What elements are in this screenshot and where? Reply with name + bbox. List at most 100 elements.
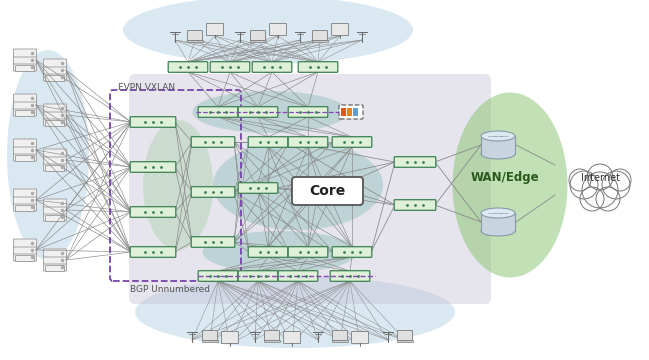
- FancyBboxPatch shape: [14, 94, 36, 102]
- FancyBboxPatch shape: [14, 239, 36, 247]
- Ellipse shape: [481, 208, 515, 218]
- FancyBboxPatch shape: [14, 49, 36, 57]
- FancyBboxPatch shape: [14, 56, 36, 64]
- FancyBboxPatch shape: [14, 153, 36, 161]
- FancyBboxPatch shape: [16, 66, 34, 72]
- FancyBboxPatch shape: [43, 249, 66, 257]
- FancyBboxPatch shape: [332, 330, 347, 341]
- Ellipse shape: [213, 140, 383, 230]
- Bar: [347, 108, 352, 116]
- Text: Core: Core: [309, 184, 345, 198]
- FancyBboxPatch shape: [288, 137, 328, 147]
- FancyBboxPatch shape: [43, 149, 66, 157]
- FancyBboxPatch shape: [394, 200, 435, 210]
- FancyBboxPatch shape: [14, 108, 36, 116]
- FancyBboxPatch shape: [43, 213, 66, 221]
- FancyBboxPatch shape: [191, 187, 235, 197]
- FancyBboxPatch shape: [43, 156, 66, 164]
- FancyBboxPatch shape: [198, 107, 238, 117]
- FancyBboxPatch shape: [14, 246, 36, 254]
- Bar: [341, 108, 346, 116]
- FancyBboxPatch shape: [202, 330, 217, 341]
- Bar: [264, 340, 280, 342]
- FancyBboxPatch shape: [45, 216, 64, 221]
- Ellipse shape: [481, 131, 515, 141]
- FancyBboxPatch shape: [206, 23, 223, 36]
- FancyBboxPatch shape: [43, 199, 66, 207]
- FancyBboxPatch shape: [14, 203, 36, 211]
- FancyBboxPatch shape: [394, 157, 435, 167]
- FancyBboxPatch shape: [288, 247, 328, 257]
- FancyBboxPatch shape: [352, 332, 369, 343]
- FancyBboxPatch shape: [43, 104, 66, 112]
- FancyBboxPatch shape: [43, 263, 66, 271]
- FancyBboxPatch shape: [269, 23, 286, 36]
- FancyBboxPatch shape: [198, 271, 238, 281]
- Circle shape: [602, 171, 630, 199]
- FancyBboxPatch shape: [14, 253, 36, 261]
- FancyBboxPatch shape: [251, 31, 265, 40]
- FancyBboxPatch shape: [45, 166, 64, 171]
- FancyBboxPatch shape: [248, 247, 288, 257]
- FancyBboxPatch shape: [238, 107, 278, 117]
- FancyBboxPatch shape: [292, 177, 363, 205]
- FancyBboxPatch shape: [332, 247, 372, 257]
- Circle shape: [570, 171, 598, 199]
- FancyBboxPatch shape: [16, 111, 34, 117]
- FancyBboxPatch shape: [43, 111, 66, 119]
- FancyBboxPatch shape: [330, 271, 370, 281]
- FancyBboxPatch shape: [130, 117, 176, 127]
- FancyBboxPatch shape: [298, 62, 337, 72]
- FancyBboxPatch shape: [210, 62, 250, 72]
- FancyBboxPatch shape: [238, 271, 278, 281]
- FancyBboxPatch shape: [191, 137, 235, 147]
- Bar: [202, 340, 218, 342]
- Text: EVPN VXLAN: EVPN VXLAN: [118, 84, 175, 93]
- Circle shape: [587, 164, 613, 190]
- FancyBboxPatch shape: [45, 266, 64, 271]
- FancyBboxPatch shape: [130, 247, 176, 257]
- Text: Internet: Internet: [580, 173, 620, 183]
- FancyBboxPatch shape: [14, 189, 36, 197]
- FancyBboxPatch shape: [43, 118, 66, 126]
- FancyBboxPatch shape: [43, 256, 66, 264]
- FancyBboxPatch shape: [397, 330, 413, 341]
- FancyBboxPatch shape: [16, 156, 34, 162]
- Ellipse shape: [202, 231, 358, 273]
- Ellipse shape: [7, 50, 89, 260]
- FancyBboxPatch shape: [43, 206, 66, 214]
- FancyBboxPatch shape: [14, 139, 36, 147]
- FancyBboxPatch shape: [298, 183, 337, 193]
- Ellipse shape: [481, 226, 515, 236]
- FancyBboxPatch shape: [332, 137, 372, 147]
- FancyBboxPatch shape: [16, 206, 34, 211]
- Text: WAN/Edge: WAN/Edge: [471, 171, 539, 184]
- FancyBboxPatch shape: [248, 137, 288, 147]
- FancyBboxPatch shape: [332, 23, 349, 36]
- Circle shape: [582, 172, 618, 208]
- FancyBboxPatch shape: [278, 271, 318, 281]
- FancyBboxPatch shape: [313, 31, 328, 40]
- Bar: [397, 340, 413, 342]
- Ellipse shape: [123, 0, 413, 64]
- Circle shape: [580, 187, 604, 211]
- Ellipse shape: [481, 149, 515, 159]
- Ellipse shape: [193, 91, 347, 133]
- Ellipse shape: [135, 276, 455, 348]
- Bar: [332, 340, 348, 342]
- FancyBboxPatch shape: [188, 31, 202, 40]
- FancyBboxPatch shape: [16, 256, 34, 261]
- Bar: [312, 40, 328, 42]
- Bar: [481, 213, 515, 231]
- FancyBboxPatch shape: [339, 105, 363, 119]
- Bar: [481, 136, 515, 154]
- FancyBboxPatch shape: [238, 183, 278, 193]
- FancyBboxPatch shape: [45, 121, 64, 126]
- FancyBboxPatch shape: [265, 330, 280, 341]
- Circle shape: [596, 187, 620, 211]
- FancyBboxPatch shape: [43, 59, 66, 67]
- FancyBboxPatch shape: [43, 163, 66, 171]
- FancyBboxPatch shape: [168, 62, 208, 72]
- FancyBboxPatch shape: [14, 146, 36, 154]
- Ellipse shape: [452, 93, 567, 278]
